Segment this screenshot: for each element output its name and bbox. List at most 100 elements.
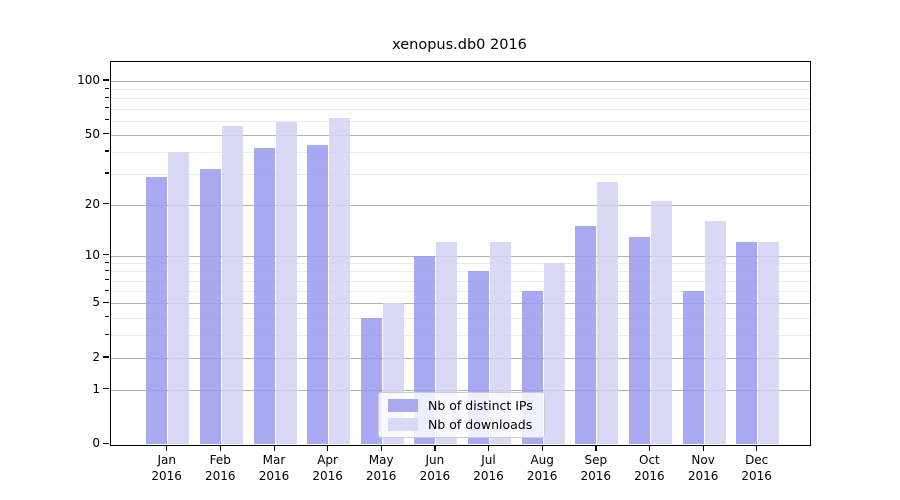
- y-tick-label-0: 0: [92, 436, 100, 451]
- bar-downloads-sep: [597, 181, 619, 445]
- y-gridline-minor-30: [111, 173, 810, 175]
- x-tick-year: 2016: [151, 469, 182, 483]
- x-tick-label-dec: Dec 2016: [725, 452, 789, 484]
- y-tick-label-2: 2: [92, 349, 100, 364]
- bar-downloads-feb: [221, 126, 243, 445]
- x-tick-mark-jun: [434, 445, 436, 451]
- x-tick-mark-sep: [595, 445, 597, 451]
- legend-label-distinct-ips: Nb of distinct IPs: [428, 398, 533, 413]
- bar-distinct-ips-nov: [682, 291, 704, 445]
- y-gridline-minor-4: [111, 317, 810, 319]
- bar-distinct-ips-oct: [628, 236, 650, 445]
- bar-downloads-apr: [329, 118, 351, 445]
- bar-downloads-nov: [704, 221, 726, 445]
- y-gridline-minor-9: [111, 263, 810, 264]
- x-tick-label-oct: Oct 2016: [617, 452, 681, 484]
- chart-title: xenopus.db0 2016: [392, 37, 527, 53]
- x-tick-year: 2016: [634, 469, 665, 483]
- x-tick-month: Dec: [745, 453, 769, 467]
- x-tick-year: 2016: [687, 469, 719, 483]
- x-tick-label-apr: Apr 2016: [296, 452, 360, 484]
- x-tick-year: 2016: [419, 469, 451, 483]
- x-tick-label-mar: Mar 2016: [242, 452, 306, 484]
- x-tick-year: 2016: [365, 469, 397, 483]
- y-tick-mark-minor-4: [105, 316, 109, 318]
- x-tick-mark-aug: [541, 445, 543, 451]
- y-tick-mark-minor-30: [105, 172, 109, 174]
- bar-downloads-dec: [758, 242, 780, 445]
- y-tick-mark-minor-40: [105, 150, 109, 152]
- y-gridline-minor-7: [111, 280, 810, 282]
- y-tick-mark-minor-60: [105, 119, 109, 121]
- x-tick-mark-oct: [648, 445, 651, 451]
- x-tick-year: 2016: [526, 469, 558, 483]
- x-tick-month: Jul: [481, 453, 496, 467]
- x-tick-label-nov: Nov 2016: [671, 452, 735, 484]
- y-gridline-minor-60: [111, 120, 810, 122]
- x-tick-year: 2016: [312, 469, 343, 483]
- y-gridline-major-20: [111, 204, 810, 206]
- x-tick-mark-jul: [488, 445, 490, 451]
- bar-distinct-ips-sep: [575, 226, 597, 445]
- y-tick-mark-0: [102, 442, 109, 445]
- x-tick-label-sep: Sep 2016: [564, 452, 628, 484]
- x-tick-mark-may: [380, 445, 382, 451]
- bar-distinct-ips-may: [360, 317, 382, 445]
- legend: Nb of distinct IPs Nb of downloads: [378, 392, 545, 438]
- legend-swatch-downloads: [388, 418, 418, 431]
- x-tick-month: Mar: [262, 453, 286, 467]
- y-tick-mark-minor-3: [105, 333, 109, 335]
- legend-label-downloads: Nb of downloads: [428, 417, 533, 432]
- y-tick-mark-minor-90: [105, 87, 109, 89]
- legend-swatch-distinct-ips: [388, 399, 418, 412]
- bar-distinct-ips-jan: [146, 176, 168, 445]
- bar-downloads-mar: [275, 121, 297, 445]
- x-tick-month: Jun: [425, 453, 445, 467]
- y-tick-label-100: 100: [77, 72, 100, 87]
- x-tick-mark-mar: [273, 445, 275, 451]
- y-gridline-major-10: [111, 255, 810, 257]
- y-gridline-minor-6: [111, 291, 810, 293]
- y-gridline-major-2: [111, 357, 810, 359]
- y-tick-label-50: 50: [84, 126, 100, 141]
- plot-area: [110, 61, 811, 446]
- y-tick-mark-100: [102, 79, 109, 81]
- x-tick-year: 2016: [741, 469, 772, 483]
- y-tick-label-1: 1: [92, 381, 100, 396]
- x-tick-month: Jan: [157, 453, 176, 467]
- x-tick-label-aug: Aug 2016: [510, 452, 574, 484]
- x-tick-month: Aug: [530, 453, 554, 467]
- y-tick-mark-10: [102, 254, 109, 256]
- x-tick-month: Apr: [317, 453, 338, 467]
- y-gridline-major-5: [111, 303, 810, 305]
- y-tick-label-5: 5: [92, 295, 100, 310]
- x-tick-month: Feb: [209, 453, 231, 467]
- y-tick-mark-minor-9: [105, 261, 109, 263]
- x-tick-mark-dec: [756, 445, 758, 451]
- y-tick-mark-1: [102, 388, 109, 390]
- y-tick-label-20: 20: [84, 196, 100, 211]
- y-gridline-minor-90: [111, 89, 810, 91]
- bar-distinct-ips-dec: [736, 242, 758, 445]
- x-tick-year: 2016: [580, 469, 612, 483]
- x-tick-mark-nov: [702, 445, 704, 451]
- bar-distinct-ips-apr: [307, 144, 329, 445]
- y-gridline-major-1: [111, 389, 810, 391]
- y-tick-label-10: 10: [84, 247, 100, 262]
- x-tick-month: Nov: [691, 453, 715, 467]
- x-tick-label-jan: Jan 2016: [135, 452, 199, 484]
- y-gridline-major-100: [111, 80, 810, 82]
- x-tick-label-may: May 2016: [349, 452, 413, 484]
- y-gridline-minor-8: [111, 271, 810, 273]
- bar-distinct-ips-mar: [253, 148, 275, 445]
- y-tick-mark-20: [102, 203, 109, 205]
- x-tick-label-feb: Feb 2016: [188, 452, 252, 484]
- legend-entry-distinct-ips: Nb of distinct IPs: [388, 398, 535, 413]
- x-tick-mark-jan: [166, 445, 168, 451]
- bar-distinct-ips-feb: [199, 169, 221, 445]
- y-gridline-minor-70: [111, 108, 810, 110]
- legend-entry-downloads: Nb of downloads: [388, 417, 535, 432]
- x-tick-month: Oct: [639, 453, 660, 467]
- y-gridline-major-50: [111, 134, 810, 136]
- y-gridline-minor-40: [111, 151, 810, 153]
